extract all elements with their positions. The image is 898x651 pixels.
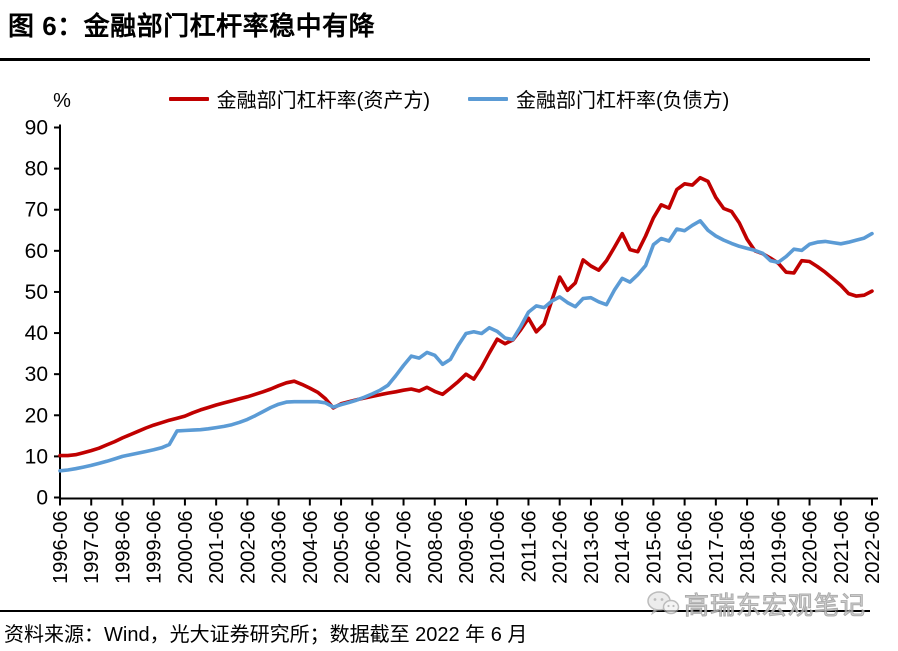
svg-text:2013-06: 2013-06 [581, 511, 603, 584]
source-note: 资料来源：Wind，光大证券研究所；数据截至 2022 年 6 月 [4, 624, 528, 646]
legend-item-asset-side: 金融部门杠杆率(资产方) [168, 84, 430, 113]
svg-text:1997-06: 1997-06 [81, 511, 103, 584]
legend-line-red [168, 96, 209, 101]
svg-text:2019-06: 2019-06 [768, 511, 790, 584]
svg-text:70: 70 [25, 199, 48, 222]
svg-text:2002-06: 2002-06 [237, 511, 259, 584]
svg-text:2021-06: 2021-06 [831, 511, 853, 584]
svg-text:2020-06: 2020-06 [800, 511, 822, 584]
svg-text:2000-06: 2000-06 [175, 511, 197, 584]
title-divider [0, 58, 870, 61]
figure-title: 图 6：金融部门杠杆率稳中有降 [8, 11, 376, 41]
legend-item-liability-side: 金融部门杠杆率(负债方) [468, 84, 729, 113]
svg-text:10: 10 [25, 445, 48, 468]
svg-text:2005-06: 2005-06 [331, 511, 353, 584]
svg-text:2006-06: 2006-06 [362, 511, 384, 584]
legend-label-liability-side: 金融部门杠杆率(负债方) [516, 90, 730, 112]
svg-text:2003-06: 2003-06 [269, 511, 291, 584]
svg-text:20: 20 [25, 404, 48, 427]
legend-line-blue [468, 96, 508, 101]
svg-text:2001-06: 2001-06 [206, 511, 228, 584]
svg-text:2012-06: 2012-06 [550, 511, 572, 584]
svg-text:2010-06: 2010-06 [487, 511, 509, 584]
svg-text:2004-06: 2004-06 [300, 511, 322, 584]
svg-text:2007-06: 2007-06 [394, 511, 416, 584]
svg-text:2008-06: 2008-06 [425, 511, 447, 584]
svg-text:40: 40 [25, 322, 48, 345]
svg-text:2009-06: 2009-06 [456, 511, 478, 584]
svg-text:60: 60 [25, 240, 48, 263]
svg-text:0: 0 [36, 487, 48, 510]
svg-text:2011-06: 2011-06 [518, 511, 540, 583]
svg-text:1998-06: 1998-06 [112, 511, 134, 584]
chart-legend: 金融部门杠杆率(资产方) 金融部门杠杆率(负债方) [0, 84, 898, 113]
svg-text:30: 30 [25, 363, 48, 386]
svg-text:1999-06: 1999-06 [144, 511, 166, 584]
legend-label-asset-side: 金融部门杠杆率(资产方) [216, 90, 430, 112]
svg-text:2017-06: 2017-06 [706, 511, 728, 584]
svg-text:2018-06: 2018-06 [737, 511, 759, 584]
svg-text:2022-06: 2022-06 [862, 511, 884, 584]
svg-text:1996-06: 1996-06 [50, 511, 72, 584]
source-divider [0, 610, 870, 612]
svg-text:50: 50 [25, 281, 48, 304]
svg-text:2016-06: 2016-06 [675, 511, 697, 584]
svg-text:%: % [53, 90, 71, 112]
svg-text:90: 90 [25, 117, 48, 140]
svg-text:2015-06: 2015-06 [643, 511, 665, 584]
svg-text:80: 80 [25, 158, 48, 181]
svg-text:2014-06: 2014-06 [612, 511, 634, 584]
